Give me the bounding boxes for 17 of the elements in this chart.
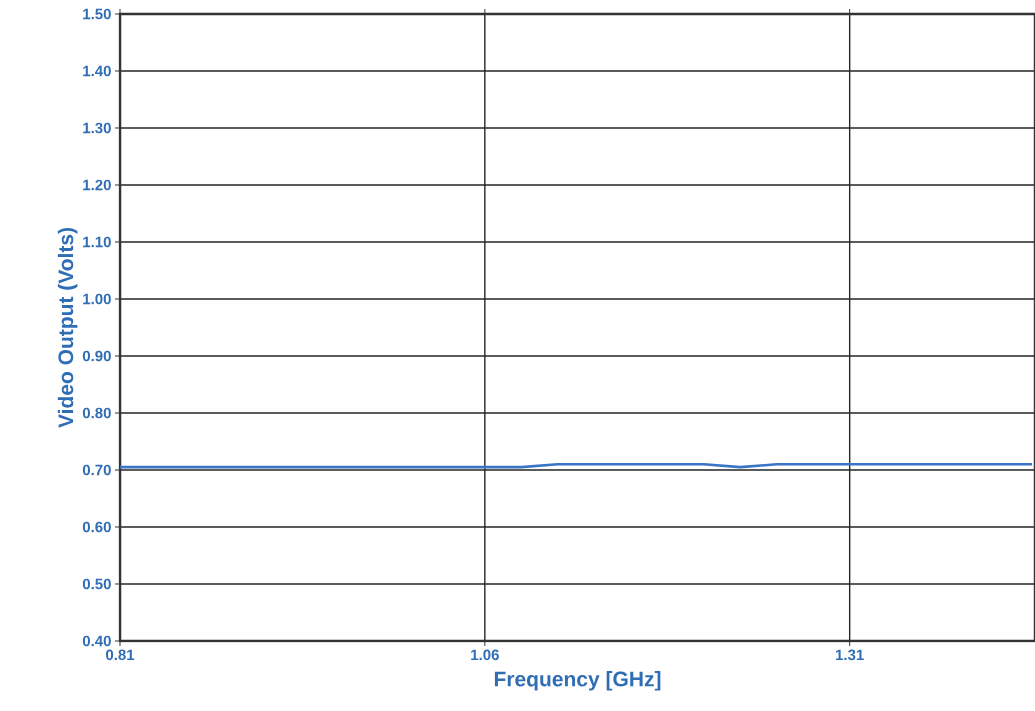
y-tick-label: 0.50	[82, 578, 111, 590]
x-tick-label: 1.06	[471, 649, 499, 661]
y-tick-label: 1.10	[83, 236, 111, 248]
y-tick-label: 0.40	[82, 635, 111, 647]
y-tick-label: 0.80	[82, 407, 111, 419]
y-tick-label: 1.40	[83, 65, 111, 77]
y-tick-label: 1.00	[83, 293, 111, 305]
y-tick-label: 0.60	[82, 521, 111, 533]
y-tick-label: 0.90	[82, 350, 111, 362]
y-tick-label: 1.50	[83, 8, 111, 20]
y-axis-title: Video Output (Volts)	[57, 227, 78, 428]
x-axis-title: Frequency [GHz]	[494, 671, 661, 691]
x-tick-label: 1.31	[836, 649, 864, 661]
x-tick-label: 0.81	[106, 649, 135, 661]
y-tick-label: 0.70	[82, 464, 111, 476]
y-tick-label: 1.30	[83, 122, 111, 134]
y-tick-label: 1.20	[83, 179, 111, 191]
